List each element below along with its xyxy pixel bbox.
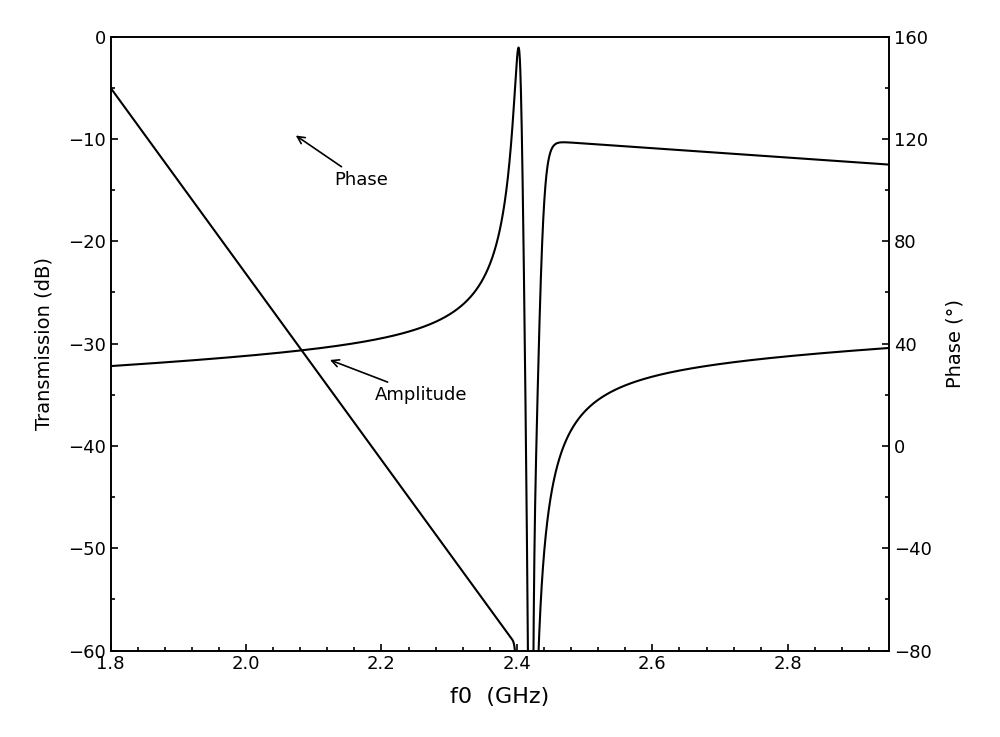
Text: Amplitude: Amplitude [332,360,467,404]
X-axis label: f0  (GHz): f0 (GHz) [450,688,550,708]
Y-axis label: Transmission (dB): Transmission (dB) [35,257,54,430]
Text: Phase: Phase [297,136,388,189]
Y-axis label: Phase (°): Phase (°) [946,299,965,388]
